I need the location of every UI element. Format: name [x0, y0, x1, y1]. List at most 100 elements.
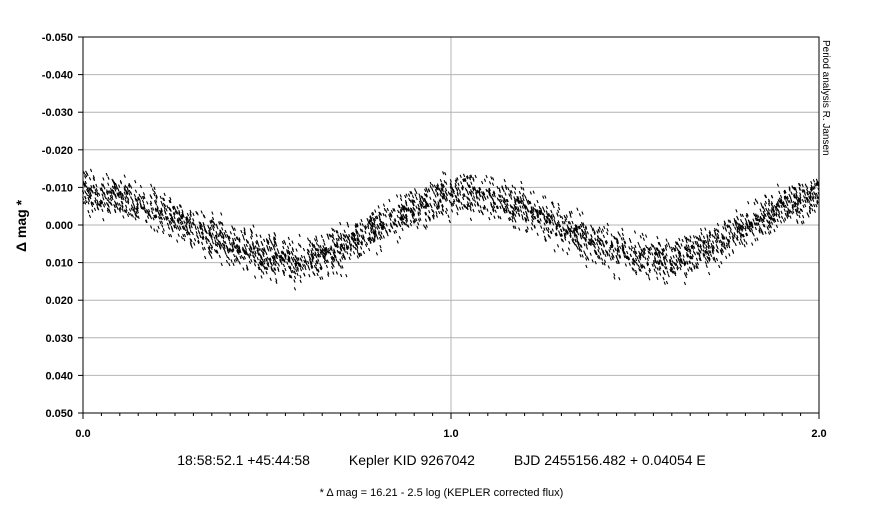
data-point: [378, 214, 381, 218]
data-point: [270, 265, 273, 270]
data-point: [345, 243, 348, 247]
data-point: [641, 249, 644, 253]
data-point: [512, 225, 515, 229]
caption-ephemeris: BJD 2455156.482 + 0.04054 E: [513, 452, 706, 468]
data-point: [311, 257, 314, 261]
data-point: [238, 245, 241, 249]
data-point: [574, 227, 577, 231]
data-point: [598, 241, 601, 246]
data-point: [388, 214, 391, 218]
data-point: [526, 226, 529, 230]
data-point: [616, 241, 619, 245]
data-point: [447, 191, 450, 195]
data-point: [257, 266, 260, 271]
data-point: [507, 209, 510, 213]
data-point: [378, 236, 382, 241]
data-point: [404, 194, 407, 199]
data-point: [707, 250, 711, 254]
data-point: [427, 188, 431, 193]
data-point: [307, 264, 310, 269]
data-point: [422, 205, 425, 209]
data-point: [602, 234, 605, 239]
data-point: [509, 211, 512, 215]
data-point: [585, 243, 588, 247]
data-point: [160, 220, 164, 225]
data-point: [603, 225, 606, 230]
data-point: [669, 266, 673, 271]
data-point: [518, 190, 521, 195]
data-point: [776, 208, 779, 212]
data-point: [744, 225, 747, 230]
data-point: [706, 260, 709, 264]
data-point: [235, 258, 238, 262]
data-point: [360, 240, 364, 244]
data-point: [561, 220, 564, 225]
data-point: [102, 191, 105, 195]
data-point: [628, 246, 631, 250]
data-point: [400, 197, 403, 202]
data-point: [645, 271, 648, 276]
data-point: [159, 195, 162, 200]
data-point: [665, 238, 668, 242]
data-point: [745, 220, 748, 224]
data-point: [683, 246, 686, 250]
data-point: [296, 272, 299, 277]
data-point: [211, 219, 214, 223]
data-point: [108, 208, 111, 212]
data-point: [407, 224, 410, 228]
data-point: [374, 216, 377, 220]
data-point: [755, 217, 758, 222]
data-point: [788, 186, 791, 190]
data-point: [573, 234, 576, 238]
data-point: [793, 204, 796, 208]
data-point: [678, 237, 681, 242]
data-point: [441, 204, 444, 209]
data-point: [623, 251, 626, 255]
data-point: [609, 244, 613, 249]
data-point: [725, 242, 729, 246]
data-point: [760, 212, 764, 216]
data-point: [727, 240, 730, 244]
data-point: [441, 195, 444, 199]
data-point: [770, 216, 773, 220]
data-point: [783, 196, 786, 201]
data-point: [198, 221, 201, 225]
data-point: [107, 190, 110, 194]
data-point: [268, 233, 271, 238]
data-point: [532, 216, 535, 221]
data-point: [545, 215, 548, 220]
data-point: [488, 216, 491, 221]
data-point: [645, 244, 648, 249]
data-point: [331, 233, 335, 237]
data-point: [235, 255, 238, 259]
data-point: [348, 233, 351, 238]
data-point: [359, 246, 363, 250]
data-point: [816, 199, 819, 203]
data-point: [174, 210, 178, 215]
data-point: [225, 254, 229, 259]
data-point: [189, 209, 192, 214]
data-point: [632, 250, 635, 255]
data-point: [319, 244, 322, 249]
data-point: [469, 217, 473, 222]
data-point: [698, 257, 701, 262]
data-point: [98, 192, 101, 197]
data-point: [207, 224, 210, 229]
data-point: [506, 198, 509, 203]
data-point: [556, 221, 560, 226]
data-point: [230, 249, 233, 253]
data-point: [300, 258, 303, 262]
data-point: [652, 262, 655, 266]
data-point: [465, 175, 469, 180]
data-point: [348, 256, 351, 261]
data-point: [411, 215, 415, 220]
data-point: [436, 191, 439, 196]
data-point: [771, 213, 775, 218]
data-point: [509, 193, 512, 197]
data-point: [104, 195, 107, 200]
data-point: [278, 255, 281, 259]
data-point: [369, 215, 372, 219]
data-point: [101, 208, 104, 213]
data-point: [772, 219, 775, 223]
data-point: [725, 255, 728, 260]
